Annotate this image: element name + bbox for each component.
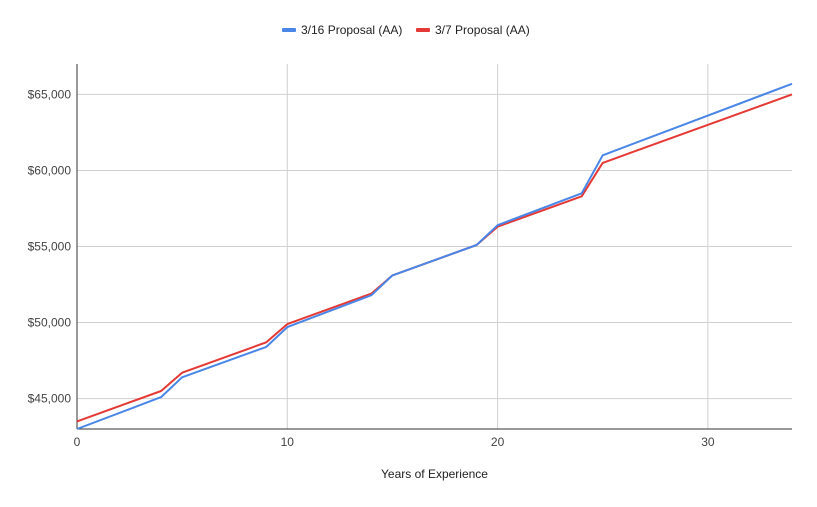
x-tick-label: 30 (701, 435, 715, 449)
legend-swatch (416, 28, 430, 32)
legend-label: 3/7 Proposal (AA) (435, 23, 530, 37)
x-tick-label: 20 (491, 435, 505, 449)
y-tick-label: $65,000 (28, 87, 72, 101)
series-line-2[interactable] (76, 93, 793, 423)
x-tick-label: 0 (74, 435, 81, 449)
y-tick-label: $50,000 (28, 316, 72, 330)
axes (76, 64, 792, 430)
x-tick-labels: 0 10 20 30 (74, 435, 715, 449)
series-lines (76, 82, 793, 430)
y-tick-labels: $45,000 $50,000 $55,000 $60,000 $65,000 (28, 87, 72, 405)
grid (77, 64, 792, 429)
legend-swatch (282, 28, 296, 32)
y-tick-label: $60,000 (28, 163, 72, 177)
x-tick-label: 10 (281, 435, 295, 449)
legend-label: 3/16 Proposal (AA) (301, 23, 402, 37)
series-line-1[interactable] (76, 82, 793, 430)
y-tick-label: $55,000 (28, 240, 72, 254)
y-tick-label: $45,000 (28, 392, 72, 406)
legend[interactable]: 3/16 Proposal (AA) 3/7 Proposal (AA) (282, 23, 530, 37)
x-axis-title: Years of Experience (381, 467, 488, 481)
